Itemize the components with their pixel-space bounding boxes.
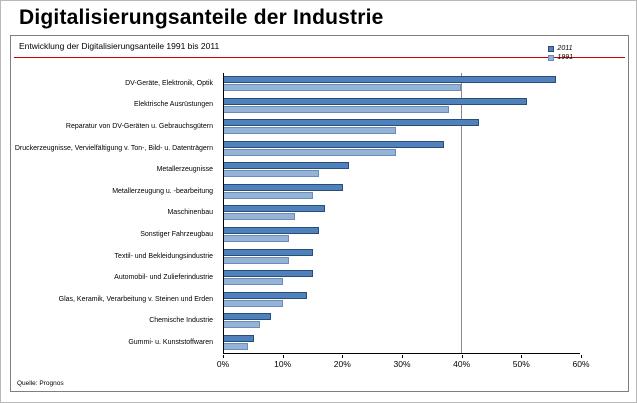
bar-1991 bbox=[224, 278, 284, 286]
x-tick-label: 50% bbox=[512, 359, 530, 369]
category-label: Reparatur von DV-Geräten u. Gebrauchsgüt… bbox=[65, 123, 213, 130]
bar-group bbox=[224, 202, 580, 224]
category-label: Glas, Keramik, Verarbeitung v. Steinen u… bbox=[58, 295, 213, 303]
category-label: Chemische Industrie bbox=[149, 317, 213, 325]
bar-1991 bbox=[224, 321, 260, 329]
bar-1991 bbox=[224, 234, 290, 242]
legend-swatch bbox=[548, 54, 555, 61]
x-tick-label: 40% bbox=[453, 359, 471, 369]
x-axis-ticks: 0% 10% 20% 30% 40% 50% 60% bbox=[217, 355, 590, 371]
bar-2011 bbox=[224, 226, 319, 234]
legend-item: 2011 bbox=[548, 45, 573, 52]
x-tick-mark bbox=[402, 355, 403, 358]
category-label: Textil- und Bekleidungsindustrie bbox=[114, 252, 213, 260]
bar-group bbox=[224, 331, 580, 353]
bar-1991 bbox=[224, 191, 313, 199]
bar-group bbox=[224, 310, 580, 332]
category-label: Gummi- u. Kunststoffwaren bbox=[128, 339, 213, 347]
bar-1991 bbox=[224, 342, 248, 350]
legend-swatch bbox=[548, 45, 555, 52]
x-tick-label: 60% bbox=[572, 359, 590, 369]
x-tick-mark bbox=[342, 355, 344, 358]
category-label: Maschinenbau bbox=[167, 209, 213, 217]
bar-1991 bbox=[224, 299, 284, 307]
x-tick-mark bbox=[581, 355, 582, 358]
category-label: Druckerzeugnisse, Vervielfältigung v. To… bbox=[14, 144, 213, 152]
source-note: Quelle: Prognos bbox=[17, 380, 64, 387]
x-tick-label: 0% bbox=[216, 359, 230, 369]
bar-1991 bbox=[224, 148, 397, 156]
bar-group bbox=[224, 138, 580, 160]
bar-group bbox=[224, 73, 580, 95]
x-tick-mark bbox=[461, 355, 463, 358]
x-tick-mark bbox=[223, 355, 224, 358]
category-label: Sonstiger Fahrzeugbau bbox=[140, 231, 213, 239]
bar-group bbox=[224, 288, 580, 310]
bar-2011 bbox=[224, 291, 308, 299]
bar-group bbox=[224, 267, 580, 289]
bar-2011 bbox=[224, 183, 343, 191]
x-tick-label: 20% bbox=[333, 359, 351, 369]
legend: 2011 1991 bbox=[548, 45, 573, 61]
bar-2011 bbox=[224, 97, 527, 105]
x-tick-mark bbox=[282, 355, 284, 358]
bar-group bbox=[224, 116, 580, 138]
x-tick-label: 30% bbox=[393, 359, 411, 369]
bar-1991 bbox=[224, 213, 296, 221]
x-tick-label: 10% bbox=[274, 359, 292, 369]
bar-2011 bbox=[224, 205, 325, 213]
x-tick-mark bbox=[521, 355, 523, 358]
category-label: DV-Geräte, Elektronik, Optik bbox=[125, 79, 213, 87]
bar-group bbox=[224, 245, 580, 267]
bar-2011 bbox=[224, 248, 313, 256]
bar-group bbox=[224, 159, 580, 181]
bar-2011 bbox=[224, 270, 313, 278]
bar-1991 bbox=[224, 84, 462, 92]
bar-2011 bbox=[224, 140, 444, 148]
bar-2011 bbox=[224, 119, 480, 127]
category-labels: DV-Geräte, Elektronik, Optik Elektrische … bbox=[13, 73, 218, 354]
page-title: Digitalisierungsanteile der Industrie bbox=[19, 6, 384, 29]
bar-2011 bbox=[224, 76, 557, 84]
category-label: Automobil- und Zulieferindustrie bbox=[114, 274, 213, 282]
bar-2011 bbox=[224, 334, 254, 342]
bar-1991 bbox=[224, 105, 450, 113]
legend-label: 2011 bbox=[557, 45, 573, 52]
plot-area bbox=[223, 73, 580, 354]
chart-title: Entwicklung der Digitalisierungsanteile … bbox=[19, 41, 220, 51]
bar-2011 bbox=[224, 313, 272, 321]
bar-1991 bbox=[224, 127, 397, 135]
category-label: Elektrische Ausrüstungen bbox=[134, 101, 213, 109]
legend-item: 1991 bbox=[548, 54, 573, 61]
bar-group bbox=[224, 224, 580, 246]
bar-group bbox=[224, 95, 580, 117]
bar-1991 bbox=[224, 170, 319, 178]
bar-2011 bbox=[224, 162, 349, 170]
category-label: Metallerzeugnisse bbox=[156, 166, 213, 174]
accent-divider bbox=[14, 57, 625, 58]
bar-1991 bbox=[224, 256, 290, 264]
chart-frame: Entwicklung der Digitalisierungsanteile … bbox=[10, 35, 629, 392]
reference-line bbox=[461, 73, 463, 353]
chart-rows bbox=[224, 73, 580, 353]
category-label: Metallerzeugung u. -bearbeitung bbox=[112, 187, 213, 195]
bar-group bbox=[224, 181, 580, 203]
legend-label: 1991 bbox=[557, 54, 573, 61]
